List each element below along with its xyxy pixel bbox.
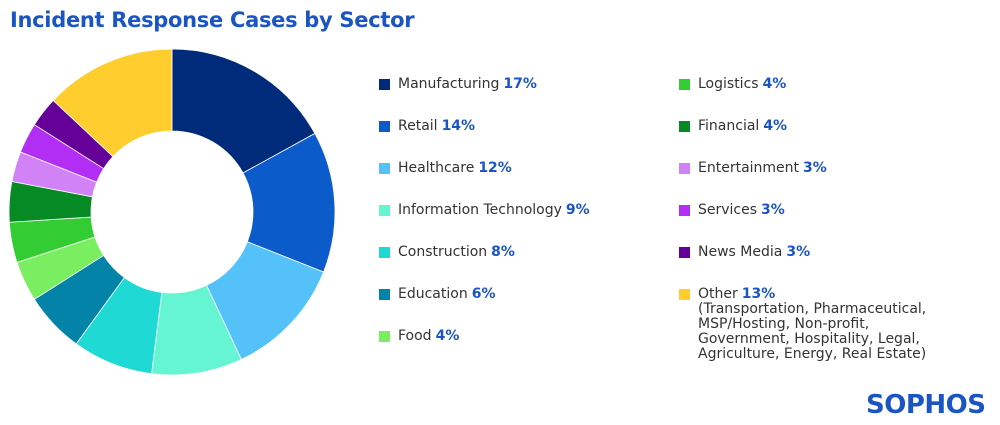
legend-swatch bbox=[679, 289, 690, 300]
legend-label: Information Technology bbox=[398, 202, 562, 218]
legend-value: 4% bbox=[763, 118, 788, 134]
legend-item-construction: Construction 8% bbox=[379, 245, 515, 260]
legend-swatch bbox=[679, 121, 690, 132]
legend-value: 9% bbox=[565, 202, 590, 218]
legend-item-other: Other 13% (Transportation, Pharmaceutical,… bbox=[679, 287, 926, 362]
legend-swatch bbox=[379, 289, 390, 300]
legend-swatch bbox=[679, 163, 690, 174]
legend-label: Food bbox=[398, 328, 432, 344]
legend-swatch bbox=[379, 247, 390, 258]
legend-value: 14% bbox=[441, 118, 476, 134]
legend-swatch bbox=[679, 205, 690, 216]
legend-swatch bbox=[379, 163, 390, 174]
legend-item-retail: Retail 14% bbox=[379, 119, 475, 134]
legend-item-logistics: Logistics 4% bbox=[679, 77, 786, 92]
legend-label: Services bbox=[698, 202, 758, 218]
legend-label: Retail bbox=[398, 118, 438, 134]
legend-item-healthcare: Healthcare 12% bbox=[379, 161, 512, 176]
legend-label: Logistics bbox=[698, 76, 759, 92]
legend-label: Financial bbox=[698, 118, 760, 134]
legend-swatch bbox=[379, 79, 390, 90]
legend-swatch bbox=[379, 205, 390, 216]
legend-value: 13% bbox=[741, 286, 776, 302]
legend-item-education: Education 6% bbox=[379, 287, 495, 302]
legend-label: Education bbox=[398, 286, 468, 302]
legend-swatch bbox=[679, 247, 690, 258]
legend-swatch bbox=[679, 79, 690, 90]
legend-item-news-media: News Media 3% bbox=[679, 245, 810, 260]
legend-value: 6% bbox=[471, 286, 496, 302]
legend-item-manufacturing: Manufacturing 17% bbox=[379, 77, 537, 92]
legend-label: Construction bbox=[398, 244, 488, 260]
legend-value: 12% bbox=[478, 160, 512, 176]
legend-label: Entertainment bbox=[698, 160, 800, 176]
legend-item-information-technology: Information Technology 9% bbox=[379, 203, 590, 218]
legend-label: Other bbox=[698, 286, 738, 302]
legend-value: 17% bbox=[503, 76, 537, 92]
legend-item-services: Services 3% bbox=[679, 203, 785, 218]
legend-value: 8% bbox=[491, 244, 515, 260]
slice-other bbox=[52, 48, 173, 158]
legend-label: News Media bbox=[698, 244, 783, 260]
legend-note: (Transportation, Pharmaceutical, MSP/Hos… bbox=[698, 301, 927, 362]
legend-item-food: Food 4% bbox=[379, 329, 459, 344]
legend-value: 3% bbox=[761, 202, 785, 218]
legend-value: 3% bbox=[803, 160, 827, 176]
slice-manufacturing bbox=[171, 48, 316, 174]
legend-label: Manufacturing bbox=[398, 76, 500, 92]
legend-value: 4% bbox=[762, 76, 787, 92]
chart-title: Incident Response Cases by Sector bbox=[10, 8, 415, 32]
legend-value: 4% bbox=[435, 328, 460, 344]
legend-swatch bbox=[379, 331, 390, 342]
sophos-logo: SOPHOS bbox=[866, 390, 986, 420]
legend-item-financial: Financial 4% bbox=[679, 119, 787, 134]
legend-item-entertainment: Entertainment 3% bbox=[679, 161, 827, 176]
legend-value: 3% bbox=[786, 244, 811, 260]
legend-swatch bbox=[379, 121, 390, 132]
legend-label: Healthcare bbox=[398, 160, 475, 176]
